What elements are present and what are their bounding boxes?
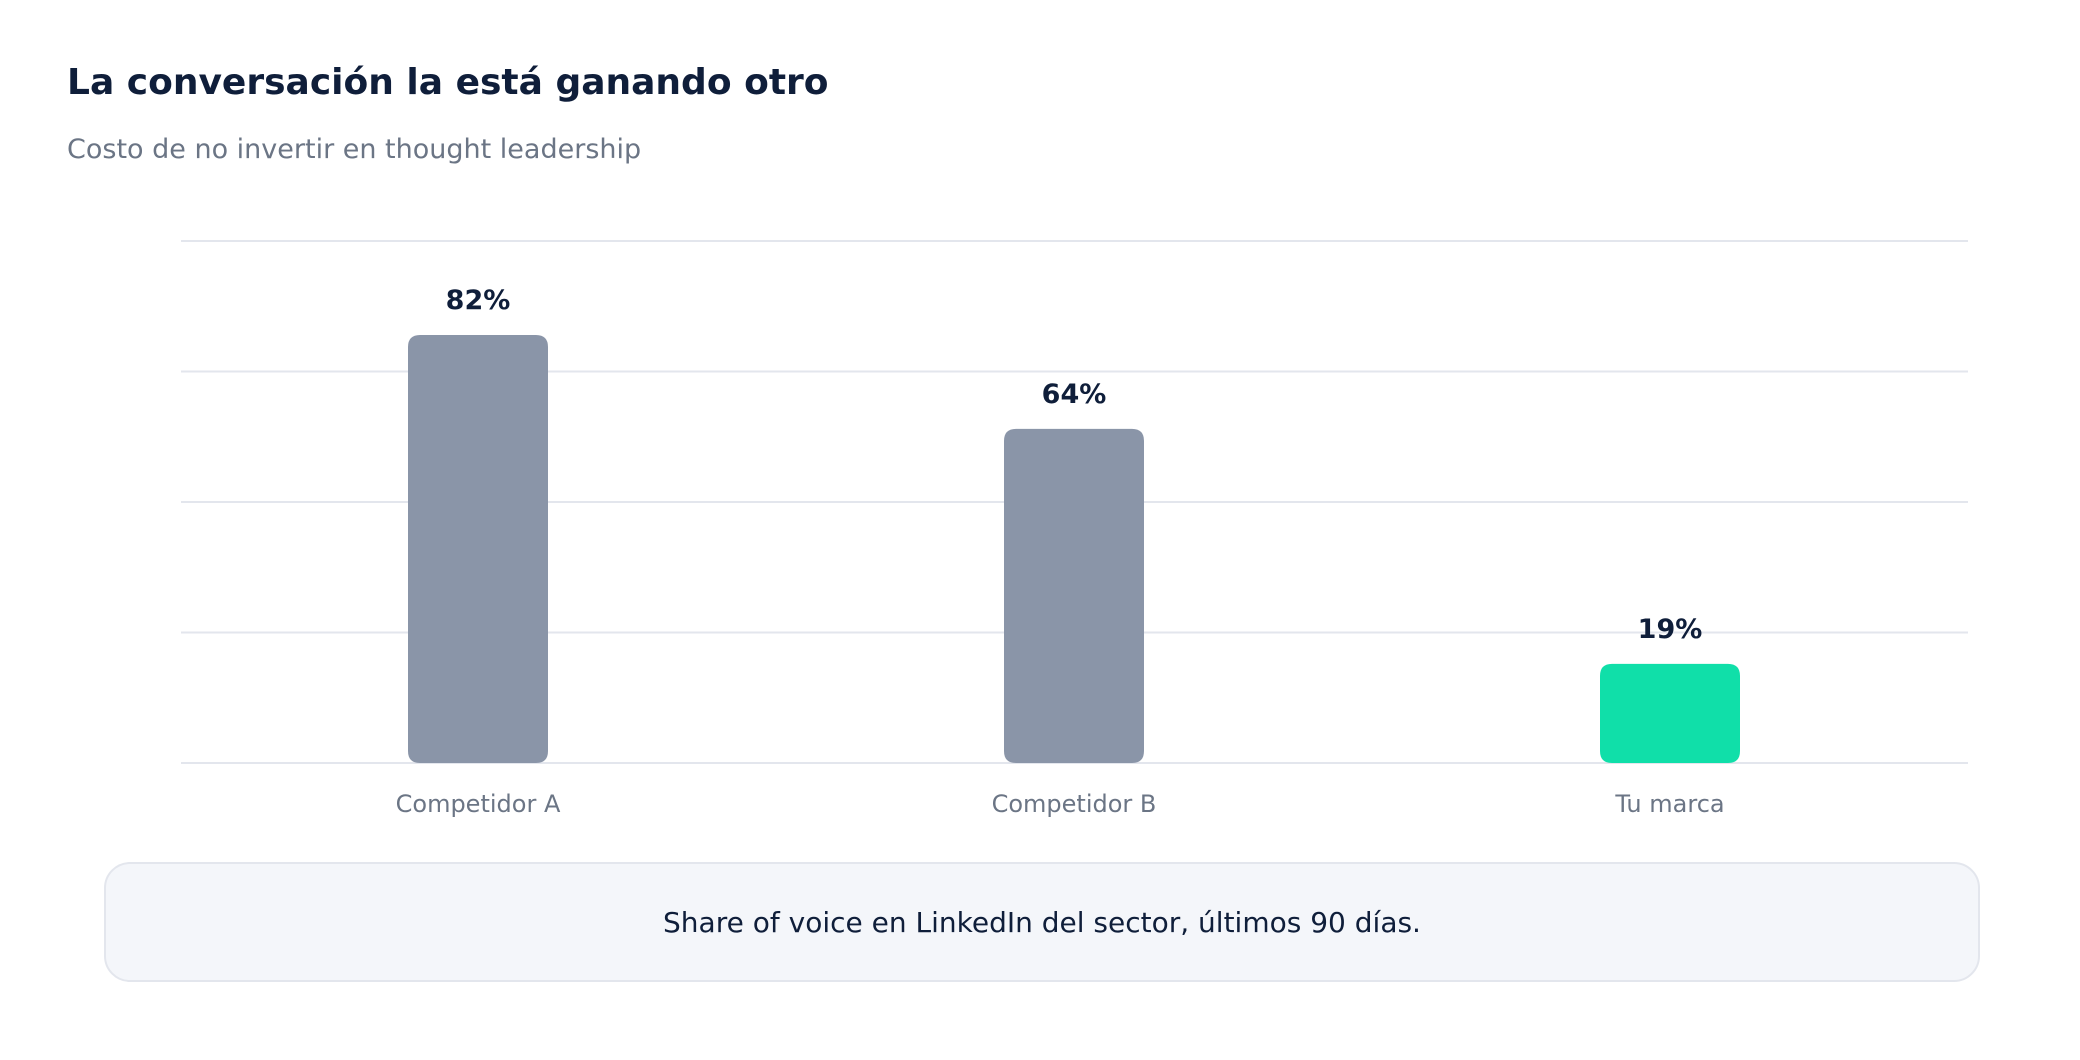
chart-subtitle: Costo de no invertir en thought leadersh…: [67, 134, 642, 165]
bar-competidor-b: [1004, 428, 1144, 763]
value-labels: 82% 64% 19%: [446, 285, 1703, 645]
category-label-0: Competidor A: [396, 790, 561, 818]
bar-tu-marca: [1600, 663, 1740, 763]
value-label-2: 19%: [1638, 614, 1703, 645]
bar-chart: 82% 64% 19% Competidor A Competidor B Tu mar…: [181, 240, 1968, 818]
note-text: Share of voice en LinkedIn del sector, ú…: [663, 905, 1421, 939]
category-labels: Competidor A Competidor B Tu marca: [396, 790, 1725, 818]
value-label-1: 64%: [1042, 379, 1107, 410]
chart-title: La conversación la está ganando otro: [67, 62, 829, 103]
value-label-0: 82%: [446, 285, 511, 316]
note-box: Share of voice en LinkedIn del sector, ú…: [104, 862, 1980, 982]
category-label-1: Competidor B: [992, 790, 1157, 818]
bar-competidor-a: [408, 334, 548, 763]
category-label-2: Tu marca: [1614, 790, 1724, 818]
bars: [408, 334, 1740, 763]
